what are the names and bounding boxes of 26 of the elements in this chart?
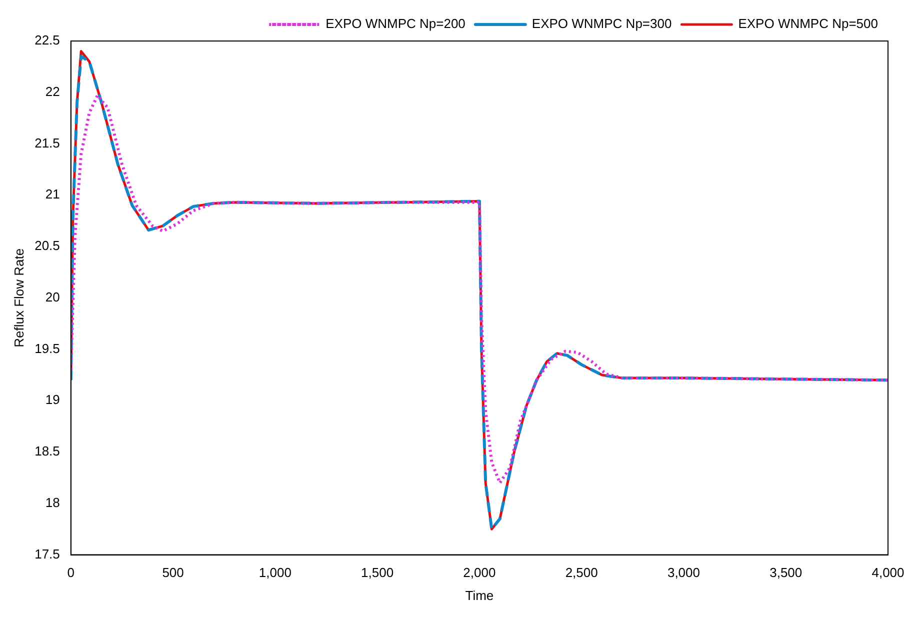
y-tick-label: 21.5 — [34, 135, 60, 150]
legend-label: EXPO WNMPC Np=200 — [326, 16, 466, 32]
y-tick-label: 18 — [45, 495, 60, 510]
y-tick-label: 19 — [45, 392, 60, 408]
x-tick-label: 4,000 — [872, 565, 904, 580]
x-tick-label: 3,500 — [770, 565, 802, 580]
x-axis-title: Time — [465, 588, 494, 603]
x-tick-label: 0 — [67, 565, 75, 580]
y-tick-label: 18.5 — [34, 444, 60, 459]
y-tick-label: 17.5 — [34, 546, 60, 562]
x-tick-label: 1,000 — [258, 565, 292, 580]
line-series — [70, 94, 888, 484]
legend-label: EXPO WNMPC Np=500 — [738, 16, 878, 32]
y-axis-title: Reflux Flow Rate — [11, 248, 26, 348]
y-tick-label: 20 — [45, 289, 60, 304]
x-tick-label: 3,000 — [667, 565, 700, 580]
x-tick-label: 500 — [162, 565, 184, 580]
x-tick-label: 2,000 — [463, 565, 496, 580]
y-tick-label: 21 — [45, 186, 60, 202]
x-tick-label: 2,500 — [565, 565, 598, 580]
y-tick-label: 20.5 — [34, 238, 60, 254]
y-tick-label: 19.5 — [34, 340, 60, 356]
y-tick-label: 22 — [45, 84, 60, 99]
y-tick-label: 22.5 — [34, 32, 60, 48]
x-tick-label: 1,500 — [361, 565, 394, 580]
legend-label: EXPO WNMPC Np=300 — [532, 16, 672, 32]
